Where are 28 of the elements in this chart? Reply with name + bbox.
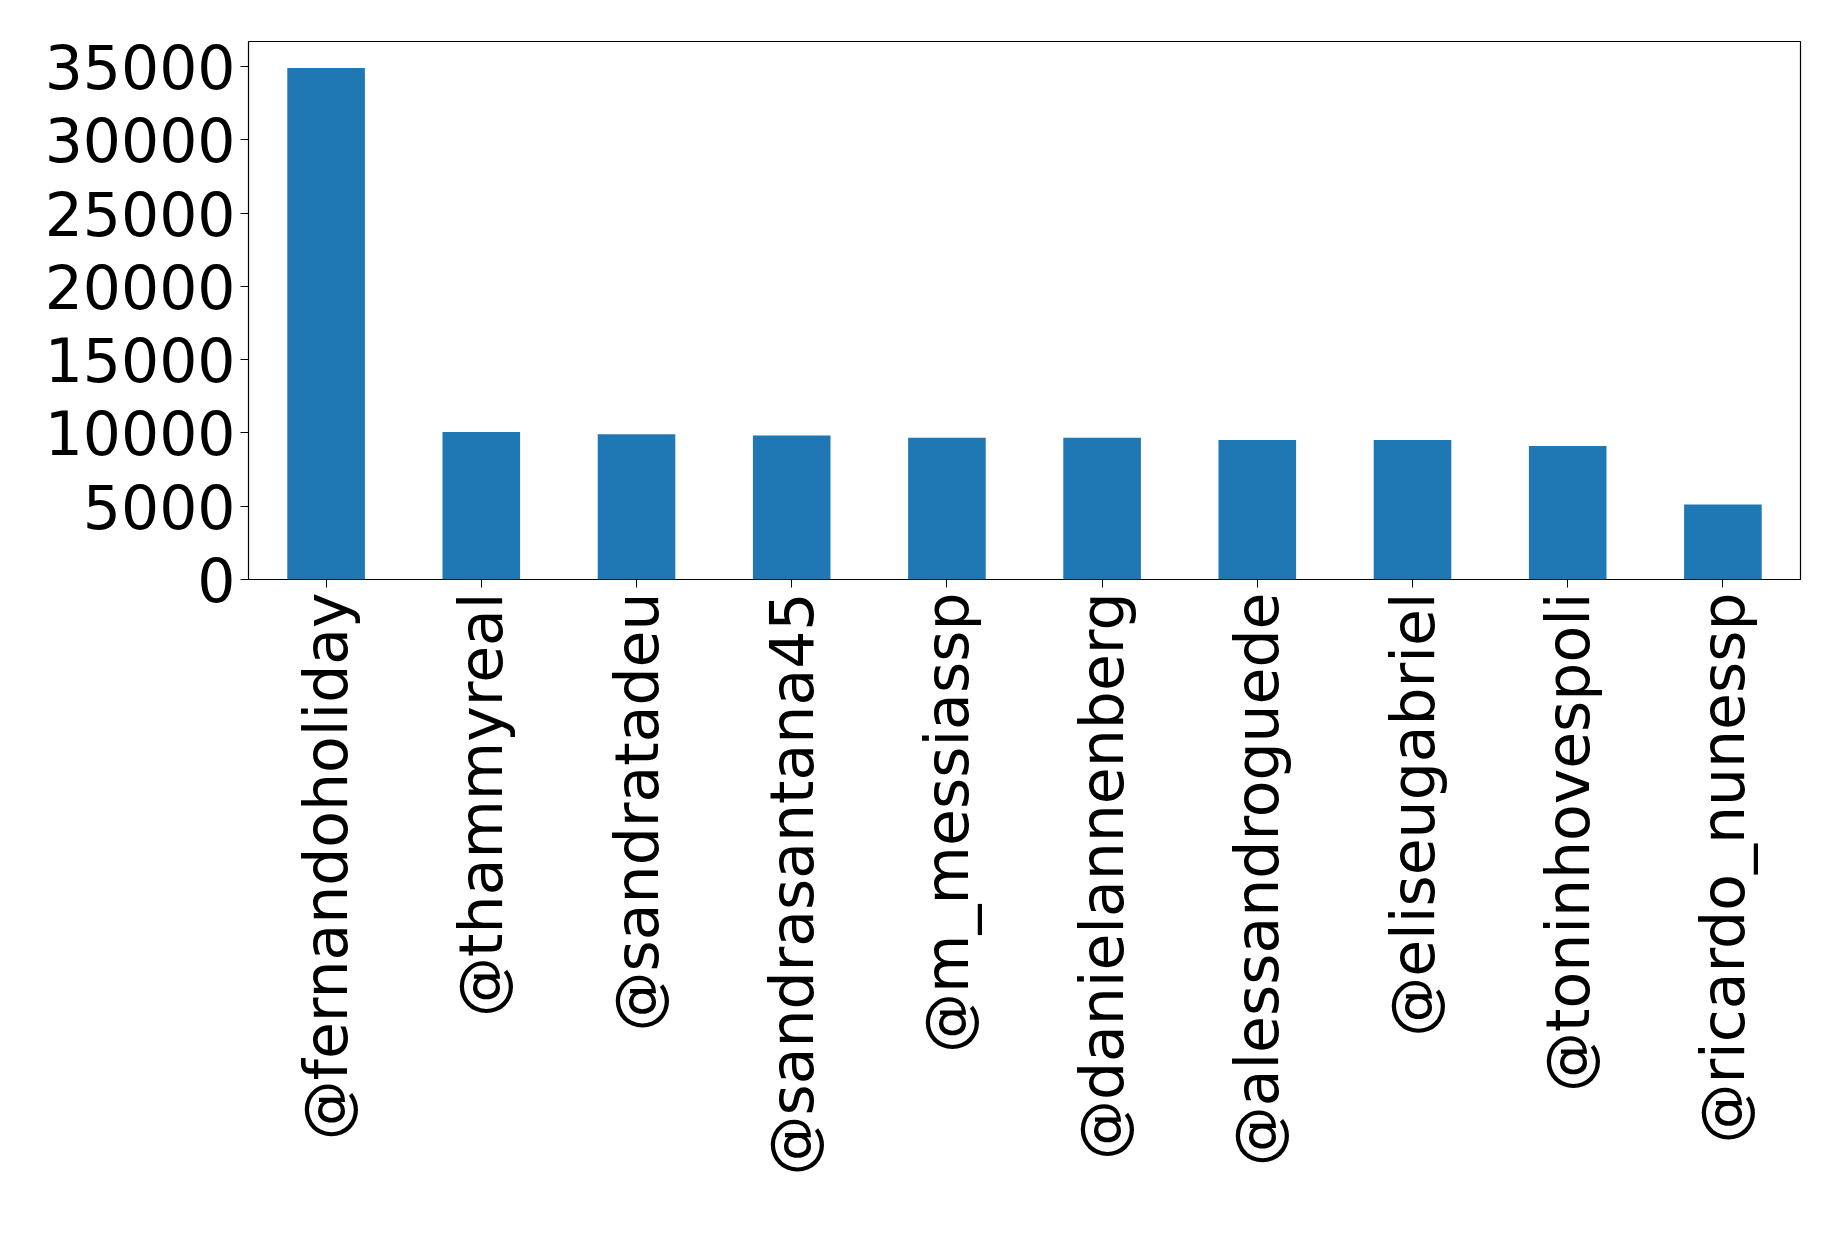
x-tick-label: @eliseugabriel — [1377, 592, 1448, 1037]
bar — [1528, 445, 1607, 580]
x-tick-label: @toninhovespoli — [1532, 592, 1603, 1093]
y-tick-label: 15000 — [44, 326, 236, 397]
bar — [1373, 440, 1452, 580]
y-tick-label: 0 — [197, 546, 236, 616]
y-tick-label: 25000 — [44, 179, 236, 250]
x-tick-label: @thammyreal — [446, 592, 517, 1017]
bar — [1063, 437, 1141, 580]
bar — [1218, 440, 1297, 580]
y-tick-label: 30000 — [44, 106, 236, 177]
x-tick-label: @ricardo_nunessp — [1687, 592, 1758, 1144]
bar — [752, 435, 831, 580]
x-tick-label: @sandrasantana45 — [756, 592, 827, 1176]
x-tick-label: @danielannenberg — [1067, 592, 1138, 1161]
y-tick-label: 35000 — [44, 32, 236, 103]
x-tick-label: @fernandoholiday — [291, 592, 362, 1141]
x-tick-label: @alessandroguede — [1222, 592, 1293, 1167]
y-tick-label: 20000 — [44, 252, 236, 323]
bar — [908, 437, 986, 580]
bar — [442, 431, 521, 580]
bar — [1684, 504, 1762, 580]
y-tick-label: 10000 — [44, 399, 236, 470]
bar — [597, 434, 676, 580]
bar — [287, 67, 365, 580]
y-tick-label: 5000 — [82, 472, 236, 543]
x-tick-label: @m_messiassp — [911, 592, 982, 1053]
x-tick-label: @sandratadeu — [601, 592, 672, 1032]
